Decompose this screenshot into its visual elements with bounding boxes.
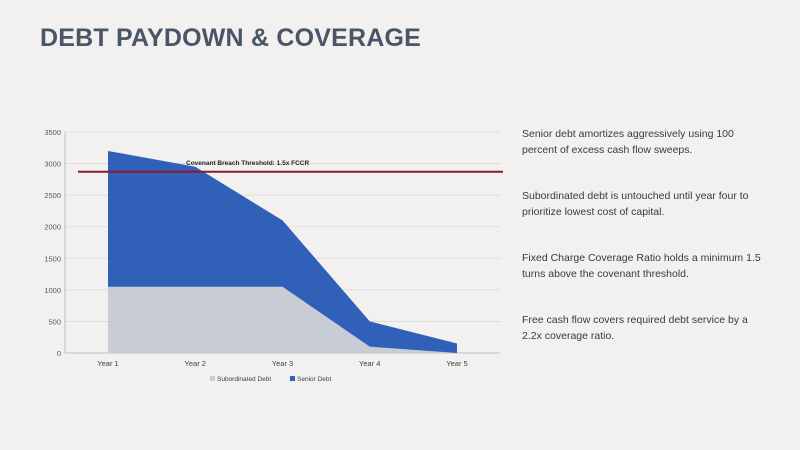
series-area-subordinated-debt <box>108 286 457 353</box>
y-tick-label: 1000 <box>44 286 61 295</box>
y-tick-label: 2500 <box>44 191 61 200</box>
y-tick-label: 0 <box>57 349 61 358</box>
covenant-threshold-label: Covenant Breach Threshold: 1.5x FCCR <box>186 160 309 167</box>
series-area-senior-debt <box>108 150 457 353</box>
x-tick-label: Year 5 <box>446 359 467 368</box>
legend-swatch-subordinated-debt <box>210 376 215 381</box>
page-title: DEBT PAYDOWN & COVERAGE <box>40 24 422 52</box>
x-tick-label: Year 3 <box>272 359 293 368</box>
note-free-cash-flow: Free cash flow covers required debt serv… <box>522 314 748 342</box>
y-tick-label: 3500 <box>44 128 61 137</box>
y-tick-label: 2000 <box>44 223 61 232</box>
notes-panel: Senior debt amortizes aggressively using… <box>522 127 762 375</box>
y-tick-label: 1500 <box>44 254 61 263</box>
legend-label-senior-debt: Senior Debt <box>297 376 332 383</box>
y-tick-label: 3000 <box>44 160 61 169</box>
y-tick-label: 500 <box>48 317 61 326</box>
note-subordinated-debt: Subordinated debt is untouched until yea… <box>522 190 749 218</box>
legend-swatch-senior-debt <box>290 376 295 381</box>
x-tick-label: Year 1 <box>97 359 118 368</box>
x-tick-label: Year 4 <box>359 359 380 368</box>
x-tick-label: Year 2 <box>185 359 206 368</box>
legend-label-subordinated-debt: Subordinated Debt <box>217 376 271 383</box>
note-fccr: Fixed Charge Coverage Ratio holds a mini… <box>522 252 761 280</box>
note-senior-debt: Senior debt amortizes aggressively using… <box>522 128 734 156</box>
